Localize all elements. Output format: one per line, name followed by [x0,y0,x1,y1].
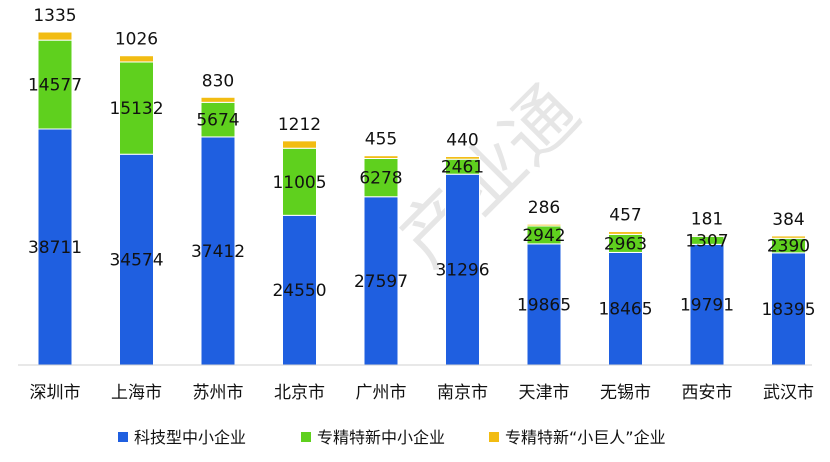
bar-segment-s2-4 [363,155,399,159]
data-label-s0-0: 38711 [28,238,82,258]
legend-label-0: 科技型中小企业 [134,428,246,447]
data-label-s0-7: 18465 [598,300,652,320]
bar-segment-s2-6 [526,223,562,227]
data-label-s2-3: 1212 [278,115,321,135]
bar-segment-s1-3 [282,147,317,216]
data-label-s2-9: 384 [772,210,804,230]
category-label-0: 深圳市 [30,383,81,403]
data-label-s1-1: 15132 [109,99,163,119]
category-label-8: 西安市 [682,383,733,403]
bar-segment-s0-1 [119,153,154,366]
watermark: 产业通 [383,70,595,282]
bar-segment-s0-2 [200,136,236,366]
data-label-s2-5: 440 [446,131,478,151]
data-label-s1-8: 1307 [685,231,728,251]
data-label-s2-7: 457 [609,206,641,226]
category-label-6: 天津市 [519,383,570,403]
data-label-s0-2: 37412 [191,242,245,262]
bar-segment-s1-1 [119,61,154,155]
category-label-9: 武汉市 [763,383,814,403]
bar-segment-s2-5 [445,156,480,160]
data-label-s2-6: 286 [528,198,560,218]
bar-segment-s0-0 [37,128,73,366]
bar-segment-s0-3 [282,214,317,366]
data-label-s2-1: 1026 [115,30,158,50]
legend-label-2: 专精特新“小巨人”企业 [505,428,666,447]
category-label-1: 上海市 [111,383,162,403]
bar-segment-s0-9 [771,252,806,366]
legend: 科技型中小企业 专精特新中小企业 专精特新“小巨人”企业 [118,428,666,447]
data-label-s1-0: 14577 [28,76,82,96]
legend-swatch-0 [118,432,128,442]
data-label-s0-9: 18395 [761,300,815,320]
data-label-s1-9: 2390 [767,237,810,257]
data-label-s1-4: 6278 [359,169,402,189]
bar-segment-s0-5 [445,173,480,366]
legend-swatch-2 [489,432,499,442]
category-label-7: 无锡市 [600,383,651,403]
bar-segment-s2-7 [608,231,643,235]
legend-label-1: 专精特新中小企业 [317,428,445,447]
bar-segment-s2-1 [119,55,154,63]
data-label-s2-0: 1335 [33,6,76,26]
bar-segment-s1-4 [363,157,399,198]
data-label-s1-5: 2461 [441,158,484,178]
data-label-s1-6: 2942 [522,226,565,246]
legend-swatch-1 [301,432,311,442]
bar-segment-s2-3 [282,140,317,149]
data-label-s1-7: 2963 [604,234,647,254]
data-label-s1-2: 5674 [196,111,239,131]
data-label-s0-8: 19791 [680,296,734,316]
category-label-2: 苏州市 [193,383,244,403]
data-label-s2-4: 455 [365,130,397,150]
bars-layer: 38711 14577 1335 34574 15132 1026 37412 5674 830… [28,6,816,366]
data-label-s0-4: 27597 [354,272,408,292]
category-label-3: 北京市 [274,383,325,403]
category-label-5: 南京市 [437,383,488,403]
data-label-s0-5: 31296 [435,261,489,281]
category-labels: 深圳市 上海市 苏州市 北京市 广州市 南京市 天津市 无锡市 西安市 武汉市 [30,383,815,403]
bar-segment-s2-8 [689,234,725,237]
bar-segment-s1-0 [37,39,73,130]
data-label-s1-3: 11005 [272,173,326,193]
bar-segment-s2-2 [200,96,236,103]
data-label-s2-8: 181 [691,209,723,229]
data-label-s0-6: 19865 [517,295,571,315]
data-label-s2-2: 830 [202,71,234,91]
bar-segment-s2-0 [37,31,73,41]
category-label-4: 广州市 [356,383,407,403]
bar-segment-s2-9 [771,235,806,239]
bar-segment-s0-4 [363,196,399,366]
data-label-s0-3: 24550 [272,281,326,301]
data-label-s0-1: 34574 [109,251,163,271]
